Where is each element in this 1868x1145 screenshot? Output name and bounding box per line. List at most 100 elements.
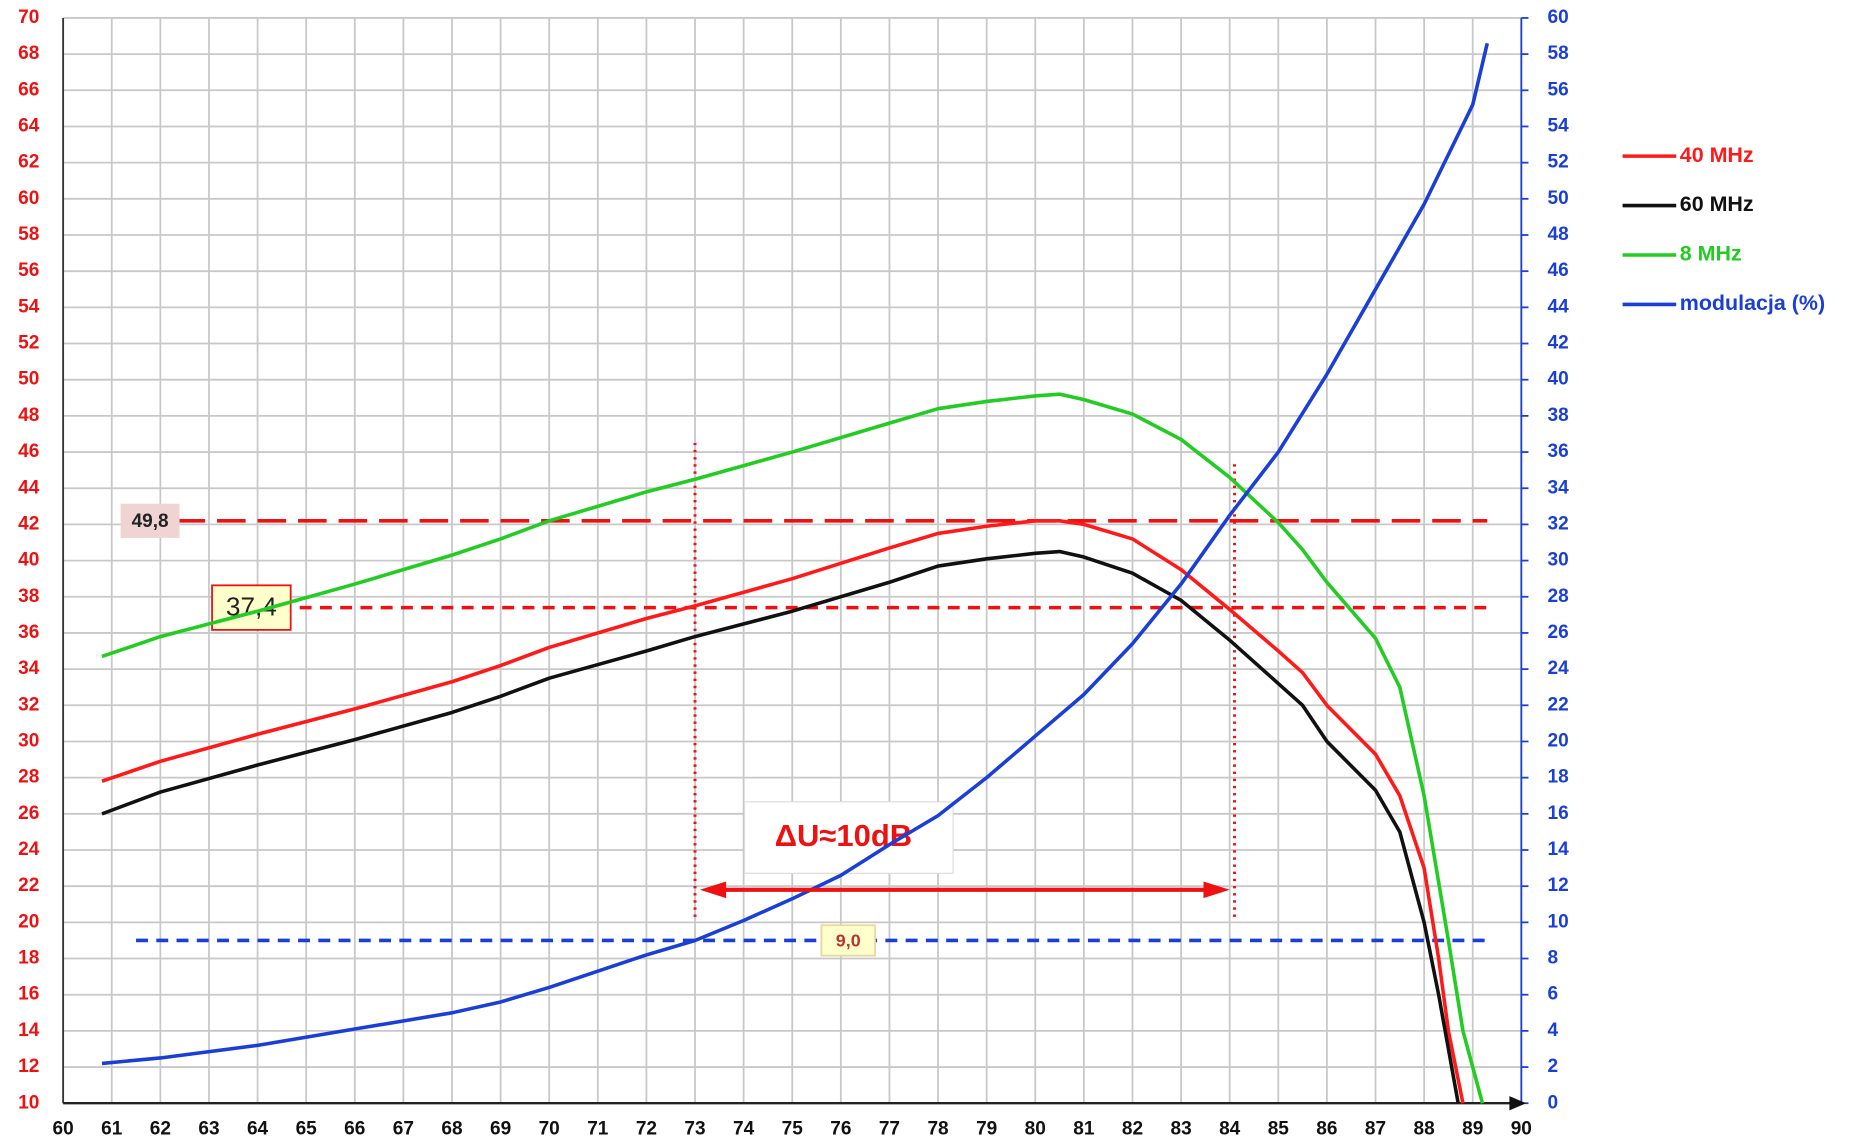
x-tick-label: 79 bbox=[976, 1118, 997, 1139]
y-tick-label: 70 bbox=[18, 7, 39, 28]
x-tick-label: 86 bbox=[1316, 1118, 1337, 1139]
x-tick-label: 83 bbox=[1170, 1118, 1191, 1139]
y2-tick-label: 16 bbox=[1548, 803, 1569, 824]
y2-tick-label: 44 bbox=[1548, 296, 1570, 317]
x-tick-label: 76 bbox=[830, 1118, 851, 1139]
y-tick-label: 32 bbox=[18, 694, 39, 715]
y-tick-label: 44 bbox=[18, 477, 40, 498]
legend-label: 60 MHz bbox=[1680, 192, 1754, 216]
y-tick-label: 26 bbox=[18, 803, 39, 824]
y-tick-label: 14 bbox=[18, 1020, 40, 1041]
y-tick-label: 24 bbox=[18, 839, 40, 860]
y2-tick-label: 58 bbox=[1548, 43, 1569, 64]
y2-tick-label: 46 bbox=[1548, 260, 1569, 281]
x-tick-label: 63 bbox=[198, 1118, 219, 1139]
series-line bbox=[101, 519, 1465, 1104]
legend-label: modulacja (%) bbox=[1680, 291, 1825, 315]
x-axis-arrow bbox=[1509, 1096, 1527, 1111]
x-tick-label: 60 bbox=[53, 1118, 74, 1139]
y-tick-label: 52 bbox=[18, 333, 39, 354]
y-tick-label: 68 bbox=[18, 43, 39, 64]
x-tick-label: 74 bbox=[733, 1118, 755, 1139]
x-tick-label: 80 bbox=[1025, 1118, 1046, 1139]
arrow-head bbox=[1203, 881, 1230, 899]
y2-tick-label: 8 bbox=[1548, 948, 1559, 969]
x-tick-label: 73 bbox=[684, 1118, 705, 1139]
y-tick-label: 18 bbox=[18, 948, 39, 969]
reference-label: 49,8 bbox=[132, 511, 169, 532]
reference-label-box bbox=[211, 584, 292, 631]
y2-tick-label: 50 bbox=[1548, 188, 1569, 209]
y-tick-label: 28 bbox=[18, 767, 39, 788]
series-line bbox=[101, 42, 1489, 1066]
x-tick-label: 67 bbox=[393, 1118, 414, 1139]
y2-tick-label: 6 bbox=[1548, 984, 1559, 1005]
y2-tick-label: 18 bbox=[1548, 767, 1569, 788]
x-tick-label: 61 bbox=[101, 1118, 123, 1139]
x-tick-label: 90 bbox=[1511, 1118, 1532, 1139]
y2-tick-label: 10 bbox=[1548, 911, 1569, 932]
x-tick-label: 89 bbox=[1462, 1118, 1483, 1139]
x-tick-label: 81 bbox=[1073, 1118, 1095, 1139]
annotation-box bbox=[743, 801, 954, 874]
y2-tick-label: 48 bbox=[1548, 224, 1569, 245]
y-tick-label: 54 bbox=[18, 296, 40, 317]
y2-tick-label: 22 bbox=[1548, 694, 1569, 715]
y-tick-label: 50 bbox=[18, 369, 39, 390]
reference-label: 9,0 bbox=[836, 930, 861, 950]
x-tick-label: 78 bbox=[927, 1118, 948, 1139]
y2-tick-label: 60 bbox=[1548, 7, 1569, 28]
y2-tick-label: 0 bbox=[1548, 1092, 1559, 1113]
y-tick-label: 40 bbox=[18, 550, 39, 571]
x-tick-label: 77 bbox=[879, 1118, 900, 1139]
y-tick-label: 56 bbox=[18, 260, 39, 281]
y2-tick-label: 56 bbox=[1548, 79, 1569, 100]
y-tick-label: 64 bbox=[18, 115, 40, 136]
x-tick-label: 87 bbox=[1365, 1118, 1386, 1139]
y-tick-label: 58 bbox=[18, 224, 39, 245]
reference-label-box bbox=[120, 503, 180, 538]
y2-tick-label: 40 bbox=[1548, 369, 1569, 390]
y-tick-label: 38 bbox=[18, 586, 39, 607]
x-tick-label: 66 bbox=[344, 1118, 365, 1139]
y-tick-label: 42 bbox=[18, 513, 39, 534]
y2-tick-label: 52 bbox=[1548, 152, 1569, 173]
y2-tick-label: 38 bbox=[1548, 405, 1569, 426]
y2-tick-label: 36 bbox=[1548, 441, 1569, 462]
y2-tick-label: 12 bbox=[1548, 875, 1569, 896]
x-tick-label: 68 bbox=[441, 1118, 462, 1139]
x-tick-label: 82 bbox=[1122, 1118, 1143, 1139]
y-tick-label: 46 bbox=[18, 441, 39, 462]
x-tick-label: 64 bbox=[247, 1118, 269, 1139]
y-tick-label: 30 bbox=[18, 731, 39, 752]
y2-tick-label: 2 bbox=[1548, 1056, 1559, 1077]
y2-tick-label: 54 bbox=[1548, 115, 1570, 136]
reference-label-box bbox=[820, 924, 876, 957]
x-tick-label: 70 bbox=[539, 1118, 560, 1139]
x-tick-label: 75 bbox=[782, 1118, 804, 1139]
x-tick-label: 88 bbox=[1414, 1118, 1435, 1139]
y2-tick-label: 30 bbox=[1548, 550, 1569, 571]
y-tick-label: 36 bbox=[18, 622, 39, 643]
y-tick-label: 10 bbox=[18, 1092, 39, 1113]
y-tick-label: 12 bbox=[18, 1056, 39, 1077]
y2-tick-label: 24 bbox=[1548, 658, 1570, 679]
x-tick-label: 71 bbox=[587, 1118, 609, 1139]
x-tick-label: 72 bbox=[636, 1118, 657, 1139]
x-tick-label: 65 bbox=[296, 1118, 318, 1139]
y-tick-label: 60 bbox=[18, 188, 39, 209]
series-line bbox=[101, 549, 1460, 1104]
x-tick-label: 85 bbox=[1268, 1118, 1290, 1139]
y-tick-label: 62 bbox=[18, 152, 39, 173]
y2-tick-label: 32 bbox=[1548, 513, 1569, 534]
y2-tick-label: 28 bbox=[1548, 586, 1569, 607]
annotation: ΔU≈10dB bbox=[775, 818, 912, 853]
y-tick-label: 66 bbox=[18, 79, 39, 100]
series-line bbox=[101, 392, 1485, 1104]
y-tick-label: 22 bbox=[18, 875, 39, 896]
y2-tick-label: 4 bbox=[1548, 1020, 1559, 1041]
x-tick-label: 84 bbox=[1219, 1118, 1241, 1139]
y2-tick-label: 14 bbox=[1548, 839, 1570, 860]
y2-tick-label: 34 bbox=[1548, 477, 1570, 498]
y-tick-label: 34 bbox=[18, 658, 40, 679]
